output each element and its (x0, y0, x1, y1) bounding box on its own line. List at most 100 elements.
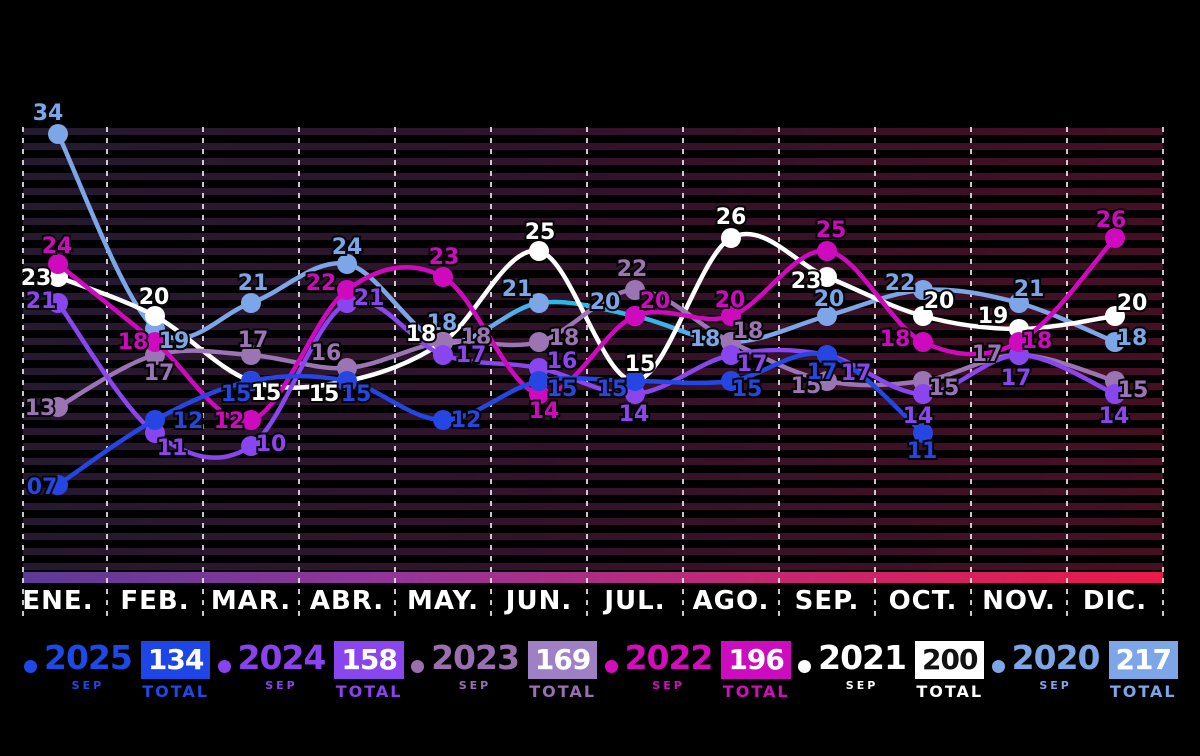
label-2023-jul: 22 (617, 257, 648, 282)
label-2022-oct: 18 (880, 327, 911, 352)
label-2024-ago: 17 (737, 352, 768, 377)
point-2022-sep (817, 241, 837, 261)
legend-item-2022: 2022 SEP 196 TOTAL (604, 640, 791, 701)
point-2022-may (433, 267, 453, 287)
label-2024-abr: 21 (354, 286, 385, 311)
point-2020-ene (48, 124, 68, 144)
label-2025-may: 12 (451, 408, 482, 433)
label-2023-ene: 13 (25, 396, 56, 421)
point-2022-mar (241, 410, 261, 430)
label-2021-dic: 20 (1117, 291, 1148, 316)
label-2020-sep: 20 (814, 287, 845, 312)
legend-total-value: 196 (721, 641, 791, 679)
legend-item-2020: 2020 SEP 217 TOTAL (991, 638, 1178, 701)
legend-period-label: SEP (1039, 678, 1072, 692)
legend-dot-2021 (798, 660, 812, 673)
point-2025-may (433, 410, 453, 430)
legend-total-value: 217 (1108, 641, 1178, 679)
label-2020-ago: 18 (690, 327, 721, 352)
legend-period-label: SEP (458, 678, 492, 692)
month-label-ene: ENE. (22, 586, 94, 616)
label-2022-may: 23 (429, 245, 460, 270)
point-2021-oct (913, 306, 933, 326)
legend-period-label: SEP (71, 678, 105, 692)
legend: 2025 SEP 134 TOTAL 2024 SEP 158 TOTAL 2023 SEP 169… (0, 638, 1200, 701)
point-2025-feb (145, 410, 165, 430)
label-2023-mar: 17 (238, 328, 269, 353)
point-2022-dic (1105, 228, 1125, 248)
label-2021-jul: 15 (625, 352, 656, 377)
label-2023-oct: 15 (929, 376, 960, 401)
label-2020-mar: 21 (238, 271, 269, 296)
point-2024-mar (241, 436, 261, 456)
point-2022-ene (48, 254, 68, 274)
label-2025-abr: 15 (341, 382, 372, 407)
label-2021-jun: 25 (525, 220, 556, 245)
month-label-mar: MAR. (210, 586, 292, 616)
legend-item-2023: 2023 SEP 169 TOTAL (411, 638, 598, 701)
label-2020-nov: 21 (1014, 277, 1045, 302)
month-label-sep: SEP. (794, 586, 860, 616)
point-2022-feb (145, 332, 165, 352)
point-2025-jul (625, 371, 645, 391)
point-2020-sep (817, 306, 837, 326)
label-2021-oct: 20 (924, 289, 955, 314)
label-2025-jun: 15 (547, 377, 578, 402)
label-2022-sep: 25 (816, 218, 847, 243)
label-2020-may: 18 (427, 311, 458, 336)
point-2020-dic (1105, 332, 1125, 352)
label-2024-may: 17 (456, 343, 487, 368)
series-2025-line (55, 351, 926, 488)
point-2023-ene (48, 397, 68, 417)
month-label-feb: FEB. (120, 586, 190, 616)
point-2025-sep (817, 345, 837, 365)
legend-total-label: TOTAL (722, 681, 790, 701)
point-2020-oct (913, 280, 933, 300)
label-2020-dic: 18 (1117, 326, 1148, 351)
label-2020-ene: 34 (33, 101, 64, 126)
point-2022-abr (337, 280, 357, 300)
legend-total-value: 169 (527, 641, 598, 679)
legend-dot-2020 (991, 660, 1005, 673)
legend-total-value: 200 (914, 641, 985, 679)
legend-item-2025: 2025 SEP 134 TOTAL (24, 640, 211, 701)
label-2023-feb: 17 (144, 361, 175, 386)
label-2025-jul: 15 (597, 377, 628, 402)
month-label-oct: OCT. (888, 586, 958, 616)
point-2024-oct (913, 384, 933, 404)
point-2023-sep (817, 371, 837, 391)
label-2021-may: 18 (406, 322, 437, 347)
legend-total-label: TOTAL (1109, 681, 1177, 701)
point-2024-ene (48, 293, 68, 313)
month-label-jul: JUL. (604, 586, 666, 616)
legend-year: 2023 (431, 638, 520, 677)
legend-dot-2022 (604, 660, 618, 673)
label-2022-ago: 20 (715, 288, 746, 313)
label-2024-feb: 11 (157, 436, 188, 461)
label-2023-dic: 15 (1118, 378, 1149, 403)
label-2025-sep: 17 (807, 360, 838, 385)
point-2025-oct (913, 423, 933, 443)
legend-total-label: TOTAL (335, 681, 403, 701)
point-2024-ago (721, 345, 741, 365)
label-2021-ene: 23 (21, 266, 52, 291)
label-2022-nov: 18 (1022, 329, 1053, 354)
label-2023-ago: 18 (733, 319, 764, 344)
point-2025-ene (48, 475, 68, 495)
label-2023-nov: 17 (972, 342, 1003, 367)
point-2022-oct (913, 332, 933, 352)
legend-total-label: TOTAL (142, 681, 209, 701)
label-2022-mar: 12 (214, 409, 245, 434)
legend-period-label: SEP (265, 678, 298, 692)
label-2024-sep: 17 (841, 361, 872, 386)
legend-item-2021: 2021 SEP 200 TOTAL (798, 640, 985, 701)
legend-dot-2023 (411, 660, 425, 673)
legend-year: 2020 (1011, 638, 1101, 677)
label-2024-jul: 14 (619, 402, 650, 427)
label-2025-oct: 11 (907, 439, 938, 464)
month-label-jun: JUN. (505, 586, 573, 616)
label-2020-jul: 20 (590, 290, 621, 315)
label-2021-feb: 20 (139, 285, 170, 310)
label-2022-dic: 26 (1096, 208, 1127, 233)
label-2023-abr: 16 (311, 341, 342, 366)
